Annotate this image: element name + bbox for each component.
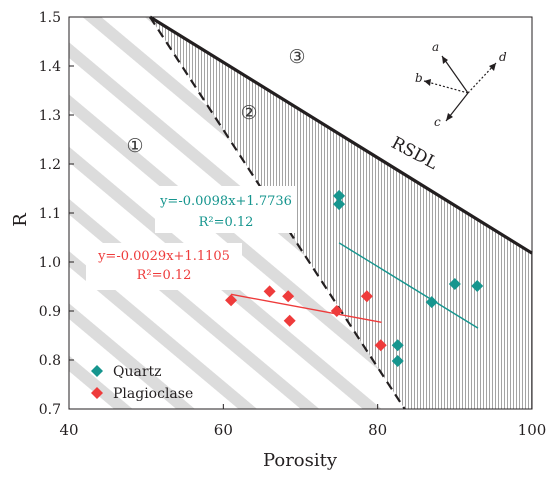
- y-tick-label: 1.1: [39, 206, 61, 222]
- region-label-1: ①: [126, 135, 143, 157]
- plagioclase-point-4: [283, 314, 296, 327]
- plagioclase-point-5: [330, 305, 343, 317]
- quartz-point-6: [391, 339, 404, 352]
- data-points: [225, 189, 484, 367]
- vector-label-d: d: [499, 50, 507, 64]
- y-tick-label: 1.4: [39, 59, 61, 75]
- quartz-r-squared: R²=0.12: [199, 215, 254, 230]
- legend-plagioclase-marker: [91, 387, 103, 399]
- vector-diagram: a b c d: [415, 40, 507, 129]
- plagioclase-point-2: [263, 285, 276, 298]
- plagioclase-trend-equation: y=-0.0029x+1.1105: [97, 249, 230, 264]
- legend: Quartz Plagioclase: [91, 364, 193, 402]
- x-tick-label: 100: [518, 421, 547, 439]
- quartz-point-3: [425, 296, 438, 309]
- quartz-trend-equation: y=-0.0098x+1.7736: [159, 194, 292, 209]
- vector-c-arrowhead: [446, 113, 453, 121]
- y-tick-label: 1.3: [39, 108, 61, 124]
- vector-b-arrowhead: [424, 79, 431, 86]
- y-tick-label: 0.8: [39, 353, 61, 369]
- quartz-point-2: [333, 198, 346, 211]
- x-tick-label: 60: [214, 421, 233, 439]
- plagioclase-point-7: [374, 339, 387, 352]
- legend-quartz-marker: [91, 365, 103, 377]
- quartz-point-4: [448, 278, 461, 291]
- y-tick-label: 0.7: [39, 402, 61, 418]
- legend-plagioclase-label: Plagioclase: [113, 386, 193, 402]
- plagioclase-point-6: [360, 290, 373, 303]
- vector-a-arrowhead: [442, 56, 448, 64]
- quartz-point-5: [471, 280, 484, 293]
- quartz-equation-box: [155, 186, 295, 233]
- vector-label-c: c: [434, 115, 441, 129]
- x-tick-label: 40: [59, 421, 78, 439]
- region-label-3: ③: [288, 46, 305, 68]
- plagioclase-r-squared: R²=0.12: [137, 268, 192, 283]
- plagioclase-point-3: [282, 290, 295, 303]
- quartz-point-7: [391, 354, 404, 367]
- plagioclase-trend-line: [230, 293, 382, 323]
- vector-a-arrow: [441, 55, 469, 94]
- x-axis-label: Porosity: [263, 450, 338, 471]
- plagioclase-equation-box: [86, 243, 242, 290]
- vector-d-arrowhead: [489, 63, 496, 71]
- vector-d-arrow: [467, 62, 497, 94]
- region-2-shape: [150, 17, 532, 409]
- rsdl-line: [149, 15, 533, 255]
- y-tick-label: 0.9: [39, 304, 61, 320]
- trend-lines: [230, 242, 479, 329]
- legend-quartz-label: Quartz: [113, 364, 162, 380]
- plot-regions: [69, 17, 532, 409]
- vector-label-a: a: [432, 40, 439, 54]
- x-tick-label: 80: [368, 421, 387, 439]
- y-axis-label: R: [10, 213, 31, 227]
- quartz-point-1: [333, 189, 346, 202]
- plagioclase-point-1: [225, 294, 238, 307]
- quartz-trend-line: [338, 242, 479, 329]
- y-tick-label: 1.2: [39, 157, 61, 173]
- y-tick-label: 1.0: [39, 255, 61, 271]
- y-tick-label: 1.5: [39, 10, 61, 26]
- vector-label-b: b: [415, 71, 423, 85]
- region-label-2: ②: [240, 102, 257, 124]
- axis-ticks: 40 60 80 100 0.7 0.8 0.9 1.0 1.1 1.2 1.3 1.4 1.5: [39, 10, 547, 439]
